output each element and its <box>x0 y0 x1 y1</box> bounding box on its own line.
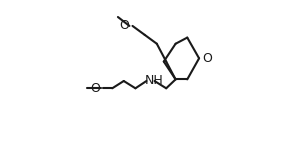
Text: O: O <box>202 52 212 65</box>
Text: O: O <box>91 82 100 95</box>
Text: O: O <box>120 19 129 32</box>
Text: NH: NH <box>145 75 164 87</box>
